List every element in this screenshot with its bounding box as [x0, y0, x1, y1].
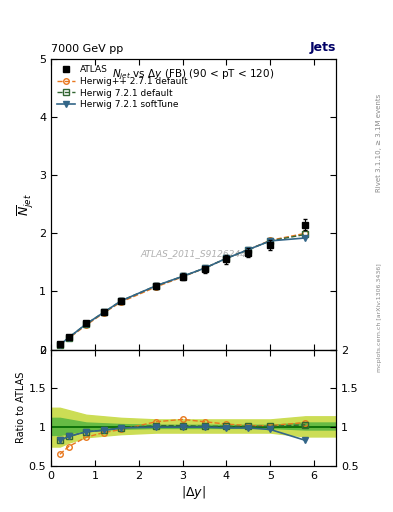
Legend: ATLAS, Herwig++ 2.7.1 default, Herwig 7.2.1 default, Herwig 7.2.1 softTune: ATLAS, Herwig++ 2.7.1 default, Herwig 7.…: [55, 63, 189, 111]
Text: mcplots.cern.ch [arXiv:1306.3436]: mcplots.cern.ch [arXiv:1306.3436]: [377, 263, 382, 372]
Text: 7000 GeV pp: 7000 GeV pp: [51, 44, 123, 54]
Text: Rivet 3.1.10, ≥ 3.1M events: Rivet 3.1.10, ≥ 3.1M events: [376, 94, 382, 193]
Text: ATLAS_2011_S9126244: ATLAS_2011_S9126244: [141, 249, 246, 258]
X-axis label: |$\Delta y$|: |$\Delta y$|: [181, 483, 206, 501]
Text: Jets: Jets: [310, 41, 336, 54]
Text: $N_{jet}$ vs $\Delta y$ (FB) (90 < pT < 120): $N_{jet}$ vs $\Delta y$ (FB) (90 < pT < …: [112, 68, 275, 82]
Y-axis label: $\overline{N}_{jet}$: $\overline{N}_{jet}$: [16, 193, 36, 216]
Y-axis label: Ratio to ATLAS: Ratio to ATLAS: [16, 372, 26, 443]
